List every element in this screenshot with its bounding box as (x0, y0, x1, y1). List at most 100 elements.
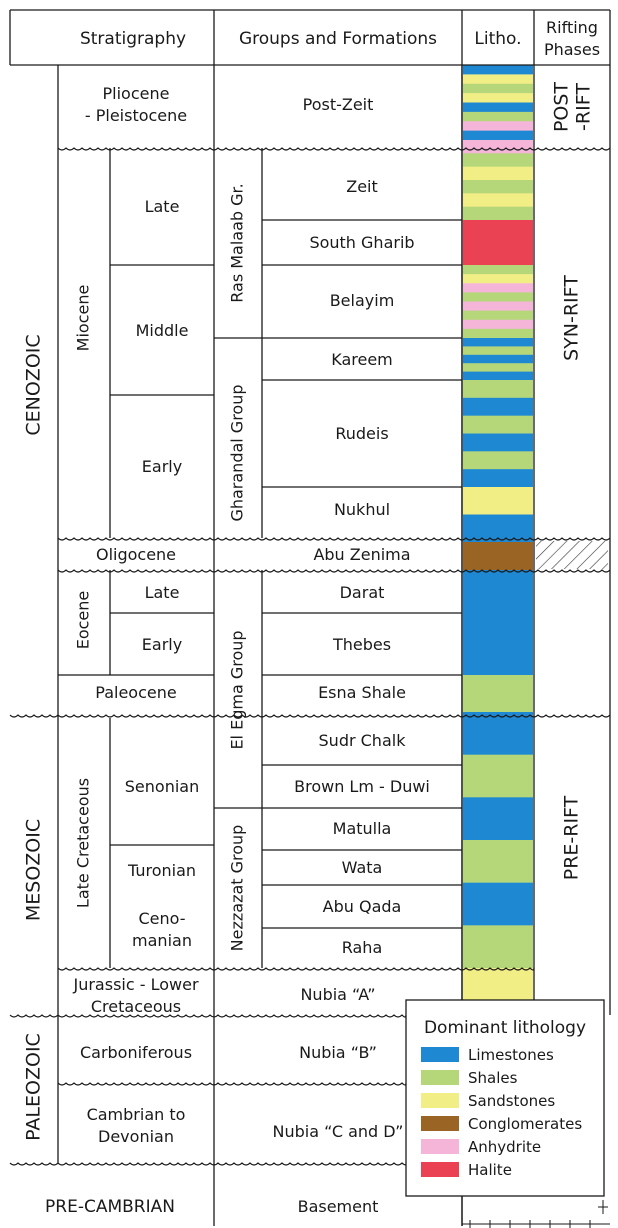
lithology-band (463, 840, 533, 884)
lithology-column (463, 65, 533, 1001)
lithology-band (463, 74, 533, 85)
strat-jurassic-2: Cretaceous (91, 997, 181, 1016)
lithology-band (463, 712, 533, 756)
strat-senonian: Senonian (125, 777, 199, 796)
lithology-band (463, 570, 533, 676)
era-paleozoic: PALEOZOIC (23, 1033, 45, 1141)
lithology-band (463, 265, 533, 275)
lithology-band (463, 102, 533, 113)
lithology-band (463, 65, 533, 75)
lithology-band (463, 93, 533, 103)
lithology-band (463, 319, 533, 330)
lithology-band (463, 220, 533, 266)
lithology-band (463, 130, 533, 141)
legend-swatch-limestones (421, 1047, 459, 1062)
legend-title: Dominant lithology (424, 1018, 586, 1038)
formation-esna-shale: Esna Shale (318, 683, 406, 702)
legend-swatch-conglomerates (421, 1116, 459, 1131)
lithology-band (463, 754, 533, 798)
lithology-band (463, 140, 533, 154)
strat-cambrian-2: Devonian (98, 1127, 174, 1146)
formation-darat: Darat (340, 583, 385, 602)
lithology-band (463, 363, 533, 372)
lithology-band (463, 274, 533, 284)
strat-miocene: Miocene (74, 285, 93, 352)
unconformity-line (57, 147, 611, 151)
group-nezzazat: Nezzazat Group (228, 825, 247, 952)
rifting-oligocene-hatch (536, 541, 608, 569)
lithology-band (463, 371, 533, 381)
strat-miocene-early: Early (142, 457, 182, 476)
strat-miocene-middle: Middle (136, 321, 189, 340)
formation-nubia-a: Nubia “A” (300, 985, 375, 1004)
era-cenozoic: CENOZOIC (23, 334, 45, 435)
formation-belayim: Belayim (330, 291, 395, 310)
strat-cambrian-1: Cambrian to (87, 1105, 186, 1124)
lithology-band (463, 121, 533, 132)
unconformity-line (9, 1014, 407, 1018)
legend-label-conglomerates: Conglomerates (468, 1115, 582, 1133)
era-mesozoic: MESOZOIC (23, 819, 45, 921)
lithology-band (463, 301, 533, 312)
formation-kareem: Kareem (331, 350, 393, 369)
lithology-band (463, 166, 533, 181)
lithology-band (463, 397, 533, 417)
lithology-band (463, 797, 533, 841)
legend-swatch-shales (421, 1070, 459, 1085)
lithology-band (463, 180, 533, 194)
strat-oligocene: Oligocene (96, 545, 176, 564)
formation-south-gharib: South Gharib (309, 233, 414, 252)
rifting-post-2: -RIFT (573, 83, 595, 131)
formation-matulla: Matulla (333, 819, 392, 838)
lithology-band (463, 328, 533, 339)
strat-jurassic-1: Jurassic - Lower (72, 975, 198, 994)
strat-eocene-late: Late (145, 583, 180, 602)
legend-label-limestones: Limestones (468, 1046, 554, 1064)
strat-carboniferous: Carboniferous (80, 1043, 192, 1062)
formation-raha: Raha (342, 938, 383, 957)
lithology-band (463, 153, 533, 168)
legend-label-halite: Halite (468, 1161, 512, 1179)
header-groups-formations: Groups and Formations (239, 29, 437, 49)
legend-swatch-anhydrite (421, 1139, 459, 1154)
header-rifting-line1: Rifting (546, 18, 598, 37)
strat-eocene-early: Early (142, 635, 182, 654)
formation-nukhul: Nukhul (334, 500, 390, 519)
formation-wata: Wata (342, 858, 383, 877)
legend-swatch-halite (421, 1162, 459, 1177)
strat-cenomanian-2: manian (132, 931, 192, 950)
strat-late-cretaceous: Late Cretaceous (74, 778, 93, 908)
strat-miocene-late: Late (145, 197, 180, 216)
unconformity-line (57, 569, 611, 573)
group-gharandal: Gharandal Group (228, 384, 247, 521)
unconformity-line (57, 537, 611, 541)
strat-turonian: Turonian (127, 861, 196, 880)
formation-brown-lm-duwi: Brown Lm - Duwi (294, 777, 430, 796)
lithology-band (463, 338, 533, 347)
formation-thebes: Thebes (332, 635, 391, 654)
unconformity-line (57, 967, 535, 971)
group-el-egma: El Egma Group (228, 630, 247, 749)
formation-nubia-cd: Nubia “C and D” (273, 1122, 404, 1141)
group-ras-malaab: Ras Malaab Gr. (228, 183, 247, 303)
lithology-band (463, 925, 533, 969)
legend-swatch-sandstones (421, 1093, 459, 1108)
strat-paleocene: Paleocene (95, 683, 176, 702)
formation-abu-qada: Abu Qada (323, 897, 402, 916)
lithology-band (463, 193, 533, 208)
lithology-band (463, 283, 533, 293)
unconformity-line (57, 1082, 407, 1086)
strat-cenomanian-1: Ceno- (138, 909, 185, 928)
unconformity-line (9, 1162, 463, 1166)
formation-basement: Basement (298, 1197, 379, 1216)
lithology-band (463, 292, 533, 302)
lithology-band (463, 380, 533, 399)
rifting-post-1: POST (551, 82, 573, 132)
formation-nubia-b: Nubia “B” (299, 1043, 377, 1062)
lithology-band (463, 206, 533, 221)
lithology-band (463, 882, 533, 926)
strat-pliocene-1: Pliocene (103, 84, 170, 103)
legend-label-shales: Shales (468, 1069, 518, 1087)
header-rifting-line2: Phases (544, 40, 600, 59)
legend-label-sandstones: Sandstones (468, 1092, 555, 1110)
